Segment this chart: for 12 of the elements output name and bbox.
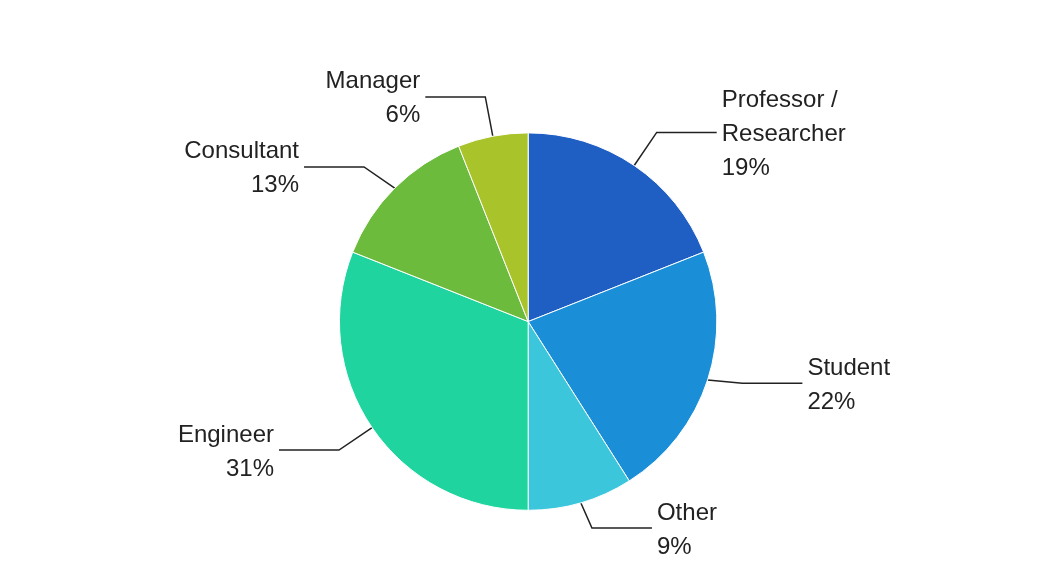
data-label: 19%	[721, 152, 770, 180]
slice-label: Manager	[325, 66, 421, 94]
slice-label: Other	[656, 497, 717, 525]
slice-label: Engineer	[177, 419, 274, 447]
data-label: 13%	[250, 170, 300, 198]
data-label: 6%	[385, 100, 421, 128]
data-label: 31%	[225, 453, 274, 481]
slice-label: Student	[807, 352, 891, 380]
slice-label: Consultant	[184, 136, 300, 164]
data-label: 22%	[807, 386, 856, 414]
slice-label: Professor / Researcher	[721, 84, 846, 146]
data-label: 9%	[656, 531, 692, 559]
